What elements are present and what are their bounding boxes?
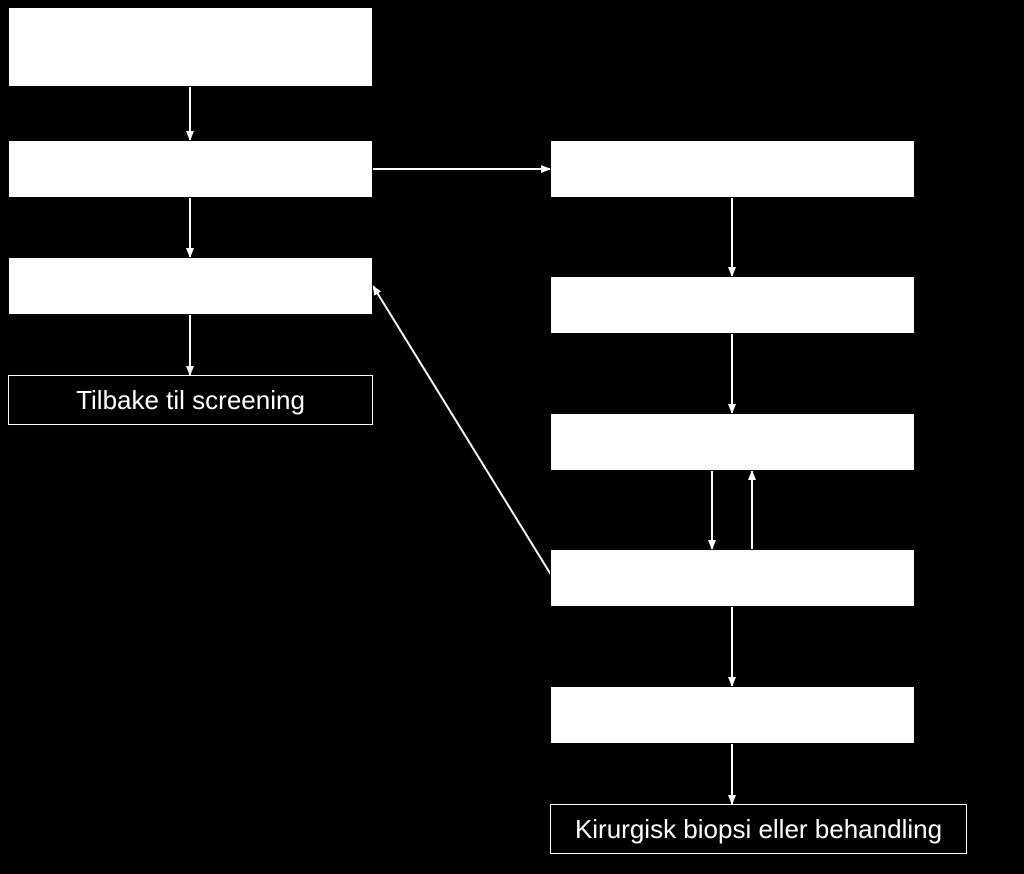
flowchart-node <box>8 7 373 87</box>
flowchart-label-node: Tilbake til screening <box>8 375 373 425</box>
label-node-text: Kirurgisk biopsi eller behandling <box>575 814 942 845</box>
flowchart-node <box>550 140 915 198</box>
flowchart-edge <box>373 286 553 578</box>
flowchart-node <box>8 257 373 315</box>
flowchart-node <box>8 140 373 198</box>
flowchart-node <box>550 413 915 471</box>
flowchart-node <box>550 549 915 607</box>
flowchart-node <box>550 276 915 334</box>
flowchart-label-node: Kirurgisk biopsi eller behandling <box>550 804 967 854</box>
flowchart-node <box>550 686 915 744</box>
label-node-text: Tilbake til screening <box>76 385 305 416</box>
